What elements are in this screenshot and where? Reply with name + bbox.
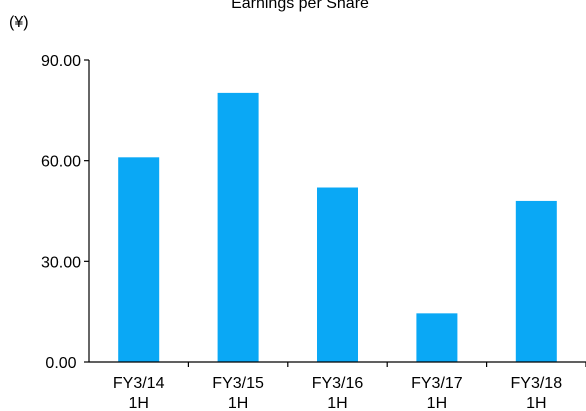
- x-tick-label: FY3/17 1H: [411, 375, 463, 411]
- chart-title: Earnings per Share: [231, 0, 369, 12]
- y-tick-label: 0.00: [45, 355, 76, 372]
- x-tick-label: FY3/16 1H: [312, 375, 364, 411]
- x-tick-label: FY3/18 1H: [511, 375, 563, 411]
- y-tick-label: 30.00: [41, 254, 81, 271]
- y-tick-label: 60.00: [41, 154, 81, 171]
- y-tick-label: 90.00: [41, 53, 81, 70]
- bars-group: [118, 92, 557, 362]
- bar: [217, 92, 259, 362]
- bar: [317, 187, 358, 362]
- y-axis-ticks: 0.00 30.00 60.00 90.00: [41, 53, 89, 372]
- bar: [118, 157, 160, 362]
- x-tick-label: FY3/14 1H: [113, 375, 165, 411]
- bar: [515, 200, 557, 362]
- bar: [416, 313, 458, 362]
- x-axis-ticks: FY3/14 1H FY3/15 1H FY3/16 1H FY3/17 1H FY3/18 1H: [113, 362, 586, 411]
- x-tick-label: FY3/15 1H: [212, 375, 264, 411]
- y-axis-unit-label: (¥): [9, 14, 29, 31]
